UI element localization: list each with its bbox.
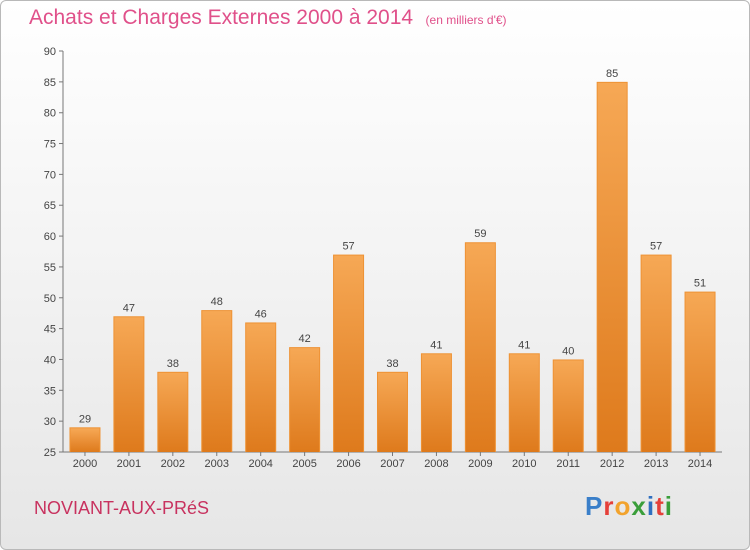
y-tick-label: 80 [44, 108, 56, 120]
data-label-2010: 41 [518, 339, 530, 351]
data-label-2013: 57 [650, 241, 662, 253]
bar-fill-2000 [70, 428, 100, 452]
data-label-2009: 59 [474, 228, 486, 240]
x-tick-label-2008: 2008 [424, 458, 448, 470]
bar-fill-2003 [202, 311, 232, 452]
x-tick-label-2007: 2007 [380, 458, 404, 470]
x-tick-label-2010: 2010 [512, 458, 536, 470]
data-label-2004: 46 [255, 308, 267, 320]
data-label-2000: 29 [79, 413, 91, 425]
bar-fill-2008 [421, 354, 451, 452]
x-tick-label-2000: 2000 [73, 458, 97, 470]
x-tick-label-2002: 2002 [161, 458, 185, 470]
data-label-2001: 47 [123, 302, 135, 314]
y-tick-label: 75 [44, 139, 56, 151]
logo-letter: x [631, 491, 647, 521]
y-tick-label: 35 [44, 385, 56, 397]
data-label-2005: 42 [299, 333, 311, 345]
y-tick-label: 25 [44, 447, 56, 459]
data-label-2006: 57 [342, 241, 354, 253]
bar-fill-2010 [509, 354, 539, 452]
x-tick-label-2006: 2006 [336, 458, 360, 470]
chart-unit: (en milliers d'€) [425, 13, 507, 27]
y-tick-label: 70 [44, 169, 56, 181]
y-tick-label: 90 [44, 46, 56, 58]
bar-fill-2009 [465, 243, 495, 452]
logo-letter: P [585, 491, 604, 521]
x-tick-label-2003: 2003 [205, 458, 229, 470]
bar-fill-2002 [158, 372, 188, 452]
data-label-2008: 41 [430, 339, 442, 351]
y-tick-label: 30 [44, 416, 56, 428]
x-tick-label-2009: 2009 [468, 458, 492, 470]
data-label-2007: 38 [386, 358, 398, 370]
bar-fill-2011 [553, 360, 583, 452]
y-tick-label: 85 [44, 77, 56, 89]
x-tick-label-2005: 2005 [292, 458, 316, 470]
bar-fill-2014 [685, 292, 715, 452]
logo-letter: i [664, 491, 673, 521]
y-tick-label: 55 [44, 262, 56, 274]
y-tick-label: 40 [44, 354, 56, 366]
data-label-2002: 38 [167, 358, 179, 370]
y-tick-label: 50 [44, 293, 56, 305]
bar-fill-2004 [246, 323, 276, 452]
bar-fill-2006 [334, 255, 364, 452]
bar-fill-2007 [378, 372, 407, 452]
x-tick-label-2013: 2013 [644, 458, 668, 470]
data-label-2012: 85 [606, 68, 618, 80]
bar-fill-2013 [641, 255, 671, 452]
logo-letter: r [603, 491, 615, 521]
x-tick-label-2012: 2012 [600, 458, 624, 470]
bar-fill-2001 [114, 317, 144, 452]
commune-name: NOVIANT-AUX-PRéS [34, 498, 210, 518]
bar-fill-2012 [597, 82, 627, 452]
data-label-2014: 51 [694, 278, 706, 290]
y-tick-label: 60 [44, 231, 56, 243]
x-tick-label-2004: 2004 [248, 458, 272, 470]
chart-title-block: Achats et Charges Externes 2000 à 2014 (… [29, 6, 507, 30]
y-tick-label: 65 [44, 200, 56, 212]
x-tick-label-2001: 2001 [117, 458, 141, 470]
logo-letter: o [614, 491, 632, 521]
data-label-2003: 48 [211, 296, 223, 308]
logo-letter: i [646, 491, 656, 521]
chart-bars: 29 47 38 48 46 42 57 38 41 59 41 40 85 57 51 [69, 68, 716, 452]
chart-title: Achats et Charges Externes 2000 à 2014 [29, 6, 414, 29]
proxiti-logo: Proxiti [585, 491, 673, 522]
x-tick-label-2014: 2014 [688, 458, 712, 470]
y-tick-label: 45 [44, 324, 56, 336]
x-tick-label-2011: 2011 [556, 458, 580, 470]
logo-letter: t [655, 491, 665, 521]
data-label-2011: 40 [562, 345, 574, 357]
bar-fill-2005 [290, 348, 320, 452]
